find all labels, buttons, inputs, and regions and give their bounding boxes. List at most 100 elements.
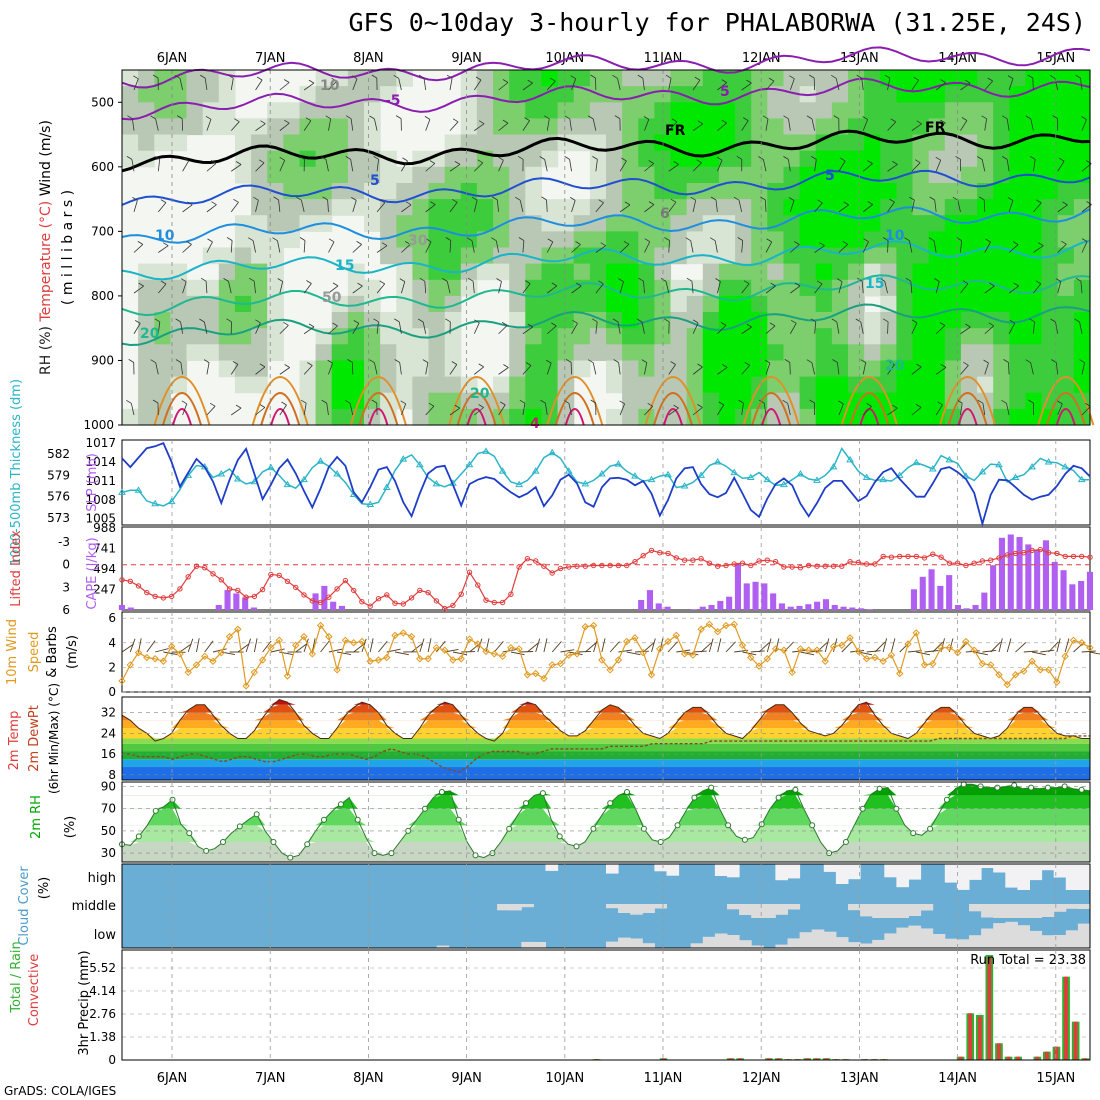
cape-bar (708, 605, 715, 610)
wind-barb (665, 74, 672, 79)
lifted-index-marker (1070, 553, 1077, 560)
wind-barb-10m (485, 638, 490, 653)
wind-barb (789, 78, 795, 91)
thickness-marker (1011, 473, 1020, 481)
rh-cell (509, 263, 526, 281)
rh-cell (977, 166, 994, 184)
rh-cell (589, 279, 607, 297)
rh-cell (315, 408, 333, 426)
rh-cell (1041, 199, 1059, 216)
precip-convective-bar (1016, 1056, 1020, 1060)
wind-barb (281, 401, 287, 406)
wind-barb (442, 278, 448, 282)
rh-cell (993, 183, 1010, 200)
rh-cell (1009, 408, 1026, 426)
wind-barb (133, 323, 141, 334)
rh-cell (638, 70, 655, 87)
rh-cell (589, 199, 607, 216)
rh-cell (622, 295, 639, 313)
cloud-low (896, 927, 909, 948)
rh-cell (493, 134, 510, 152)
lifted-index-marker (574, 563, 580, 569)
wind-barb (1007, 75, 1014, 79)
rh-cell (1009, 70, 1026, 87)
wind-speed-marker (341, 636, 350, 645)
wind-barb (741, 240, 744, 253)
wind-barb-10m (932, 641, 944, 653)
rh-cell (896, 70, 914, 87)
wind-barb (230, 121, 240, 131)
wind-speed-marker (192, 661, 201, 669)
wind-barb (308, 323, 315, 328)
lifted-index-marker (930, 551, 936, 557)
wind-barb (332, 282, 339, 287)
cape-bar (963, 608, 970, 610)
rh-cell (525, 70, 542, 87)
wind-barb-10m (766, 638, 772, 653)
precip-ylabel-3: 3hr Precip (mm) (77, 950, 92, 1055)
wind-barb (913, 76, 919, 81)
rh-cell (541, 70, 559, 87)
wind-barb (668, 240, 670, 253)
rh-cell (122, 102, 139, 119)
thickness-marker (813, 476, 821, 483)
thickness-marker (1061, 462, 1070, 470)
wind-barb (1032, 159, 1036, 172)
wind-barb (765, 241, 773, 253)
rh-cell (928, 86, 946, 103)
rh-cell (380, 166, 397, 184)
rh-cell (751, 70, 768, 87)
wind-barb (133, 285, 144, 294)
lifted-index-marker (706, 560, 713, 566)
wind-barb (475, 76, 482, 81)
rh-cell (896, 408, 914, 426)
rh-marker (943, 796, 950, 803)
wind-speed-marker (548, 661, 556, 669)
thickness-marker (862, 473, 871, 481)
wind-barb (1001, 156, 1008, 160)
cloud-low (932, 934, 946, 948)
cloud-middle (981, 904, 994, 918)
wind-barb (935, 367, 947, 375)
dewpoint-band (122, 759, 1090, 768)
rh-cell (928, 263, 946, 281)
wind-speed-marker (490, 650, 499, 658)
rh-cell (1057, 328, 1075, 345)
rh-cell (751, 295, 768, 313)
wind-barb (960, 365, 969, 375)
cape-bar (972, 605, 979, 610)
wind-barb (766, 238, 772, 243)
cloud-level-label: high (88, 871, 116, 886)
rh-cell (493, 183, 510, 200)
wind-barb (984, 285, 995, 294)
rh-cell (557, 295, 575, 313)
rh-cell (960, 328, 978, 345)
wind-barb (940, 79, 946, 83)
wind-speed-marker (945, 643, 954, 652)
wind-barb (721, 79, 728, 83)
lifted-index-marker (880, 553, 886, 560)
lifted-index-marker (723, 562, 729, 569)
rh-cell (299, 360, 317, 378)
wind-barb (765, 325, 776, 335)
cape-bar (981, 592, 988, 610)
temperature-contour-loop (939, 376, 997, 426)
rh-cell (670, 102, 688, 119)
rh-marker (691, 794, 698, 801)
rh-cell (831, 215, 849, 232)
precip-convective-bar (824, 1058, 829, 1060)
wind-barb (571, 285, 582, 294)
wind-barb (642, 78, 645, 91)
contour-label: 10 (320, 78, 340, 94)
wind-barb (691, 281, 694, 294)
chart-title: GFS 0~10day 3-hourly for PHALABORWA (31.… (348, 8, 1086, 37)
wind-tick: 4 (108, 636, 116, 650)
rh-cell (186, 118, 204, 136)
lifted-index-marker (334, 586, 340, 592)
cloud-low (981, 928, 994, 948)
wind-barb (454, 404, 461, 409)
rh-cell (251, 376, 268, 394)
rh-cell (686, 231, 704, 249)
temperature-contour-loop (466, 408, 487, 426)
rh-cell (638, 279, 655, 297)
